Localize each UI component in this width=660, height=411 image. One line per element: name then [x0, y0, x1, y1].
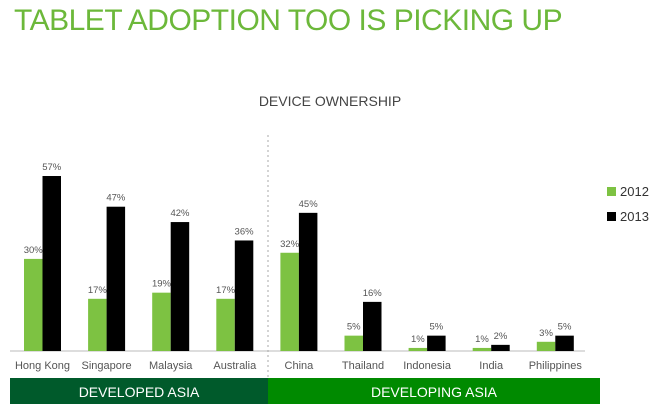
group-band-2 [268, 378, 600, 404]
data-label: 16% [363, 288, 383, 299]
legend-swatch-2013 [607, 212, 616, 221]
group-label: DEVELOPED ASIA [79, 384, 200, 400]
bar-2013-hong-kong [42, 176, 61, 351]
bar-2013-india [491, 344, 510, 351]
bar-2012-thailand [344, 335, 363, 351]
data-label: 1% [411, 334, 425, 345]
x-tick-label: Singapore [82, 360, 132, 372]
x-tick-label: China [285, 360, 315, 372]
bar-2012-hong-kong [24, 258, 43, 351]
bar-2013-singapore [106, 206, 126, 351]
bar-2012-philippines [536, 341, 556, 351]
bar-2013-malaysia [170, 222, 190, 351]
x-tick-label: Philippines [529, 360, 583, 372]
x-tick-label: Malaysia [149, 360, 193, 372]
data-label: 47% [106, 193, 126, 204]
bar-2012-india [472, 347, 492, 351]
bar-2013-philippines [555, 335, 574, 351]
data-label: 17% [216, 285, 236, 296]
legend-label: 2013 [620, 209, 649, 224]
group-label: DEVELOPING ASIA [371, 384, 498, 400]
data-label: 2% [494, 331, 508, 342]
bar-2013-thailand [363, 301, 382, 351]
data-label: 57% [42, 162, 62, 173]
data-label: 36% [235, 226, 255, 237]
data-label: 5% [347, 322, 361, 333]
bar-2012-malaysia [152, 292, 171, 351]
group-band-1 [10, 378, 268, 404]
legend-label: 2012 [620, 184, 649, 199]
x-tick-label: India [479, 360, 504, 372]
bar-2013-china [298, 212, 318, 351]
bar-2012-singapore [88, 298, 107, 351]
data-label: 5% [558, 322, 572, 333]
data-label: 45% [299, 199, 319, 210]
data-label: 5% [429, 322, 443, 333]
data-label: 1% [475, 334, 489, 345]
data-label: 32% [280, 239, 300, 250]
legend-swatch-2012 [607, 187, 616, 196]
bar-2012-indonesia [408, 347, 428, 351]
x-tick-label: Indonesia [403, 360, 452, 372]
bar-2012-china [280, 252, 299, 351]
data-label: 19% [152, 279, 172, 290]
x-tick-label: Australia [213, 360, 257, 372]
data-label: 42% [170, 208, 190, 219]
data-label: 17% [88, 285, 108, 296]
x-tick-label: Hong Kong [15, 360, 70, 372]
chart-title: DEVICE OWNERSHIP [259, 93, 401, 109]
bar-2013-indonesia [427, 335, 446, 351]
data-label: 30% [24, 245, 44, 256]
x-tick-label: Thailand [342, 360, 384, 372]
bar-2012-australia [216, 298, 235, 351]
page-title: TABLET ADOPTION TOO IS PICKING UP [14, 4, 563, 37]
data-label: 3% [539, 328, 553, 339]
bar-2013-australia [234, 240, 254, 351]
